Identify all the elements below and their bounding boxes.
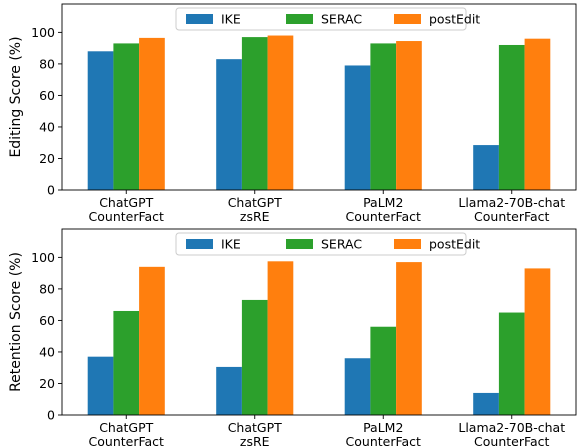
- legend-swatch-ike: [186, 14, 213, 24]
- x-tick-label: CounterFact: [89, 209, 165, 224]
- legend-swatch-serac: [286, 14, 313, 24]
- bar-serac-0: [113, 310, 140, 415]
- bar-ike-3: [473, 145, 499, 190]
- chart-panel-retention: 020406080100ChatGPTCounterFactChatGPTzsR…: [8, 228, 577, 448]
- bar-ike-3: [473, 392, 499, 415]
- x-tick-label: zsRE: [240, 209, 270, 224]
- y-tick-label: 100: [31, 250, 55, 265]
- y-tick-label: 20: [39, 376, 55, 391]
- legend-label-serac: SERAC: [321, 12, 362, 27]
- bar-serac-1: [241, 37, 268, 190]
- bar-postedit-3: [524, 268, 551, 415]
- x-tick-label: ChatGPT: [228, 420, 282, 435]
- legend-swatch-postedit: [394, 239, 421, 249]
- legend-box: [175, 7, 467, 31]
- x-tick-label: CounterFact: [89, 434, 165, 448]
- bar-serac-3: [498, 312, 525, 415]
- x-tick-label: CounterFact: [346, 209, 422, 224]
- y-tick-label: 0: [47, 183, 55, 198]
- x-tick-label: Llama2-70B-chat: [458, 195, 565, 210]
- bar-postedit-3: [524, 38, 551, 191]
- y-tick-label: 60: [39, 313, 55, 328]
- bar-ike-2: [344, 65, 371, 190]
- bar-serac-2: [370, 43, 397, 190]
- bar-ike-1: [216, 366, 242, 415]
- plot-frame: [61, 3, 577, 191]
- x-tick-label: ChatGPT: [99, 420, 153, 435]
- x-tick-label: ChatGPT: [99, 195, 153, 210]
- x-tick-label: zsRE: [240, 434, 270, 448]
- legend-swatch-postedit: [394, 14, 421, 24]
- y-tick-label: 80: [39, 56, 55, 71]
- legend-swatch-serac: [286, 239, 313, 249]
- legend-label-ike: IKE: [221, 237, 241, 252]
- bar-ike-0: [87, 51, 114, 190]
- bar-serac-2: [370, 326, 397, 415]
- bar-ike-0: [87, 356, 114, 415]
- x-tick-label: ChatGPT: [228, 195, 282, 210]
- bar-postedit-2: [396, 262, 422, 415]
- x-tick-label: CounterFact: [474, 434, 550, 448]
- legend-label-postedit: postEdit: [429, 12, 480, 27]
- y-tick-label: 0: [47, 408, 55, 423]
- x-tick-label: PaLM2: [363, 195, 403, 210]
- legend-box: [175, 232, 467, 256]
- plot-frame: [61, 228, 577, 416]
- y-tick-label: 60: [39, 88, 55, 103]
- chart-panel-editing: 020406080100ChatGPTCounterFactChatGPTzsR…: [8, 3, 577, 224]
- legend-label-ike: IKE: [221, 12, 241, 27]
- y-tick-label: 80: [39, 281, 55, 296]
- legend-label-postedit: postEdit: [429, 237, 480, 252]
- y-tick-label: 100: [31, 25, 55, 40]
- x-tick-label: CounterFact: [346, 434, 422, 448]
- x-tick-label: CounterFact: [474, 209, 550, 224]
- bar-serac-3: [498, 44, 525, 191]
- y-axis-label: Editing Score (%): [8, 36, 24, 157]
- bar-postedit-0: [139, 37, 165, 190]
- legend-swatch-ike: [186, 239, 213, 249]
- legend: IKE SERAC postEdit: [175, 7, 480, 31]
- y-tick-label: 40: [39, 119, 55, 134]
- bar-postedit-1: [267, 35, 294, 190]
- y-tick-label: 20: [39, 151, 55, 166]
- bar-postedit-2: [396, 41, 422, 190]
- x-tick-label: PaLM2: [363, 420, 403, 435]
- bar-serac-1: [241, 299, 268, 415]
- bar-ike-2: [344, 358, 371, 415]
- bar-postedit-1: [267, 261, 294, 415]
- y-tick-label: 40: [39, 344, 55, 359]
- bar-ike-1: [216, 59, 242, 190]
- legend-label-serac: SERAC: [321, 237, 362, 252]
- y-axis-label: Retention Score (%): [8, 252, 24, 392]
- bar-serac-0: [113, 43, 140, 190]
- legend: IKE SERAC postEdit: [175, 232, 480, 256]
- bar-postedit-0: [139, 266, 165, 415]
- x-tick-label: Llama2-70B-chat: [458, 420, 565, 435]
